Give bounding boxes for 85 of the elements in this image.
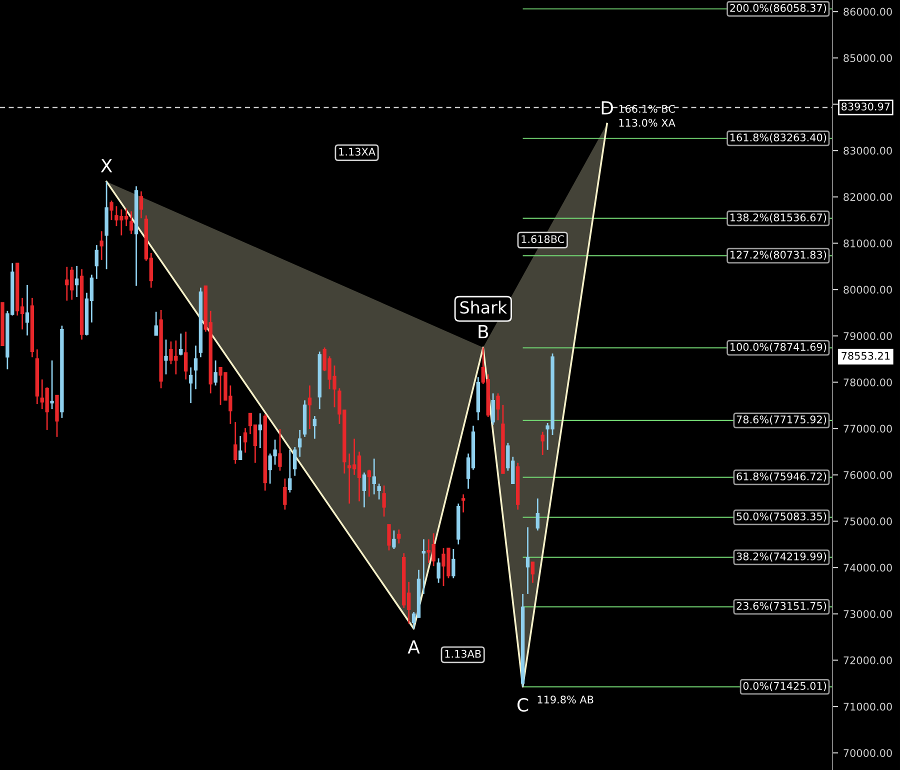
data-label: C [518, 698, 528, 712]
candlestick [540, 431, 544, 456]
candlestick [74, 265, 79, 298]
candlestick [461, 494, 466, 514]
candlestick [387, 524, 391, 552]
candlestick [377, 482, 381, 500]
ref-line-label: 200.0%(86058.37) [730, 4, 826, 14]
candlestick [258, 412, 262, 449]
data-label: X [100, 159, 112, 172]
candlestick [288, 449, 292, 494]
ref-line-label: 83930.97 [842, 102, 890, 110]
candlestick [293, 446, 297, 476]
y-tick-label: 73000.00 [844, 610, 892, 618]
y-tick-label: 71000.00 [844, 702, 892, 711]
candlestick [283, 478, 287, 510]
candlestick [234, 421, 238, 464]
ref-line-label: 0.0%(71425.01) [743, 682, 826, 692]
candlestick [536, 498, 540, 532]
annotation: 1.13XA [339, 148, 376, 156]
candlestick [243, 427, 248, 454]
annotation: 166.1% BC [619, 104, 675, 113]
candlestick [100, 230, 104, 261]
candlestick [436, 558, 440, 584]
candlestick [278, 428, 282, 472]
ref-line-label: 100.0%(78741.69) [730, 342, 826, 352]
candlestick [298, 429, 302, 458]
y-tick-label: 79000.00 [844, 332, 892, 340]
annotation: 1.618BC [522, 235, 564, 244]
y-tick-label: 82000.00 [844, 193, 892, 202]
candlestick [139, 190, 144, 219]
y-tick-label: 76000.00 [844, 471, 892, 479]
candlestick [382, 484, 386, 518]
ref-line-label: 38.2%(74219.99) [736, 552, 826, 562]
candlestick [491, 392, 495, 426]
candlestick [154, 311, 158, 336]
ref-line-label: 23.6%(73151.75) [736, 602, 826, 612]
y-tick-label: 77000.00 [844, 424, 892, 433]
y-tick-label: 80000.00 [844, 286, 892, 294]
candlestick [129, 210, 134, 235]
candlestick [110, 200, 114, 221]
candlestick [238, 435, 242, 460]
y-tick-label: 83000.00 [844, 146, 892, 155]
candlestick [50, 360, 54, 410]
annotation: 119.8% AB [538, 696, 594, 704]
candlestick [372, 458, 376, 496]
candlestick [25, 284, 30, 336]
y-tick-label: 85000.00 [844, 54, 892, 62]
ref-line-label: 78.6%(77175.92) [736, 415, 826, 425]
candlestick [367, 469, 372, 498]
y-tick-label: 78000.00 [844, 378, 892, 386]
candlestick [312, 415, 316, 440]
ref-line-label: 61.8%(75946.72) [736, 472, 826, 482]
candlestick [308, 384, 312, 430]
annotation: 113.0% XA [619, 118, 676, 127]
ref-line-label: 127.2%(80731.83) [730, 250, 826, 260]
ref-line-label: 138.2%(81536.67) [730, 213, 826, 223]
data-label: D [602, 101, 613, 114]
y-tick-label: 86000.00 [844, 8, 892, 16]
y-tick-label: 74000.00 [844, 564, 892, 572]
candlestick [526, 526, 530, 595]
text: Shark [460, 300, 508, 314]
candlestick [397, 528, 401, 544]
candlestick [188, 366, 193, 404]
candlestick [530, 561, 535, 584]
data-label: A [408, 640, 420, 654]
annotation: 1.13AB [445, 650, 481, 658]
candlestick [496, 392, 500, 421]
candlestick [422, 538, 426, 595]
candlestick [184, 331, 188, 380]
candlestick [452, 548, 456, 579]
y-tick-label: 75000.00 [844, 517, 892, 526]
y-tick-label: 72000.00 [844, 656, 892, 664]
candlestick [362, 472, 366, 508]
candlestick [392, 530, 396, 550]
ref-line-label: 50.0%(75083.35) [736, 512, 826, 522]
candlestick [214, 360, 218, 386]
candlestick [179, 332, 183, 356]
text: 78553.21 [842, 352, 890, 360]
data-label: B [478, 325, 488, 338]
y-tick-label: 70000.00 [844, 749, 892, 757]
candlestick [194, 344, 198, 390]
candlestick [94, 244, 98, 280]
y-tick-label: 81000.00 [844, 239, 892, 248]
ref-line-label: 161.8%(83263.40) [730, 133, 826, 143]
candlestick [164, 338, 168, 376]
